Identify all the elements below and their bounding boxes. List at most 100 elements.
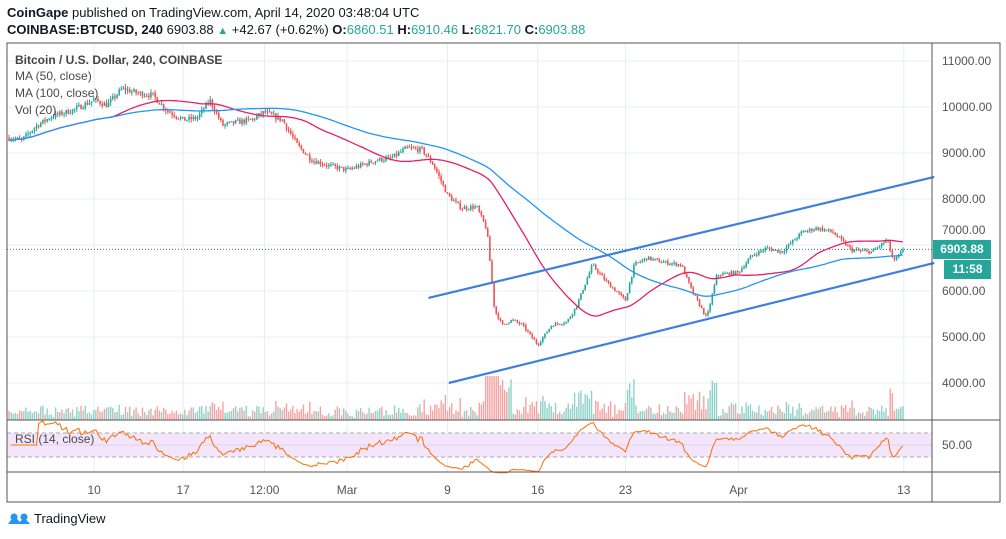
volume-bar	[309, 401, 311, 420]
volume-bar	[184, 409, 186, 420]
volume-bar	[540, 401, 542, 420]
candle	[114, 96, 116, 98]
volume-bar	[868, 406, 870, 420]
volume-bar	[684, 391, 686, 420]
volume-bar	[453, 413, 455, 420]
volume-bar	[819, 407, 822, 420]
volume-bar	[215, 409, 218, 420]
legend-rsi[interactable]: RSI (14, close)	[15, 432, 95, 446]
candle	[584, 284, 586, 291]
volume-bar	[781, 411, 783, 420]
candle	[313, 161, 315, 163]
candle	[480, 211, 483, 216]
volume-bar	[497, 376, 500, 420]
candle	[719, 275, 722, 277]
volume-bar	[855, 415, 858, 420]
volume-bar	[438, 408, 440, 420]
volume-bar	[376, 410, 379, 420]
volume-bar	[660, 415, 663, 420]
candle	[423, 147, 425, 155]
volume-bar	[506, 391, 508, 420]
candle	[461, 209, 464, 211]
candle	[830, 229, 832, 232]
candle	[137, 93, 140, 95]
volume-bar	[728, 406, 730, 420]
volume-bar	[342, 408, 345, 420]
volume-bar	[67, 407, 70, 420]
candle	[209, 99, 212, 104]
candle	[311, 160, 313, 163]
candle	[330, 164, 332, 166]
candle	[758, 250, 760, 255]
candle	[482, 215, 485, 222]
volume-bar	[895, 408, 898, 420]
volume-bar	[8, 410, 10, 420]
legend-ma50[interactable]: MA (50, close)	[15, 69, 92, 83]
candle	[766, 247, 769, 249]
candle	[588, 272, 591, 279]
candle	[283, 119, 286, 124]
high-value: 6910.46	[411, 22, 459, 37]
volume-bar	[510, 379, 512, 420]
volume-bar	[421, 412, 423, 420]
candle	[126, 89, 129, 91]
candle	[433, 164, 436, 169]
candle	[775, 249, 777, 251]
candle	[529, 331, 531, 334]
volume-bar	[853, 407, 855, 420]
volume-bar	[203, 413, 205, 420]
volume-bar	[779, 408, 781, 420]
candle	[88, 102, 91, 105]
up-arrow-icon: ▲	[217, 25, 229, 37]
volume-bar	[648, 406, 650, 420]
candle	[241, 119, 243, 124]
volume-bar	[287, 411, 290, 420]
candle	[294, 136, 296, 139]
volume-bar	[118, 404, 120, 420]
legend-vol[interactable]: Vol (20)	[15, 103, 57, 117]
legend-ma100[interactable]: MA (100, close)	[15, 86, 99, 100]
candle	[306, 154, 309, 156]
volume-bar	[99, 411, 101, 420]
candle	[692, 287, 695, 294]
candle	[645, 258, 648, 260]
candle	[213, 106, 216, 112]
candle	[664, 261, 667, 263]
candle	[707, 311, 709, 316]
candle	[624, 297, 627, 301]
volume-bar	[861, 412, 864, 420]
volume-bar	[93, 410, 95, 420]
volume-bar	[264, 411, 267, 420]
candle	[270, 112, 273, 115]
candle	[880, 243, 883, 247]
volume-bar	[385, 410, 387, 420]
candle	[864, 250, 866, 252]
volume-bar	[406, 412, 408, 420]
time-tick-label: 10	[87, 483, 101, 497]
candle	[736, 270, 739, 272]
lower-channel-trendline	[448, 261, 935, 385]
candle	[99, 101, 101, 105]
volume-bar	[635, 405, 637, 420]
candle	[779, 251, 781, 253]
volume-bar	[150, 408, 152, 420]
candle	[372, 162, 375, 164]
volume-bar	[419, 404, 421, 420]
candle	[546, 332, 548, 334]
volume-bar	[33, 411, 36, 420]
volume-bar	[652, 413, 654, 420]
candle	[63, 113, 65, 115]
tradingview-logo[interactable]: TradingView	[7, 511, 106, 526]
candle	[75, 106, 78, 109]
candle	[762, 250, 764, 252]
last-price-tag: 6903.88	[933, 240, 991, 259]
volume-bar	[609, 401, 612, 420]
volume-bar	[628, 383, 631, 420]
candle	[169, 111, 171, 113]
candle	[760, 250, 762, 252]
candle	[567, 319, 570, 322]
candle	[840, 236, 843, 239]
volume-bar	[789, 413, 792, 420]
volume-bar	[131, 415, 133, 420]
